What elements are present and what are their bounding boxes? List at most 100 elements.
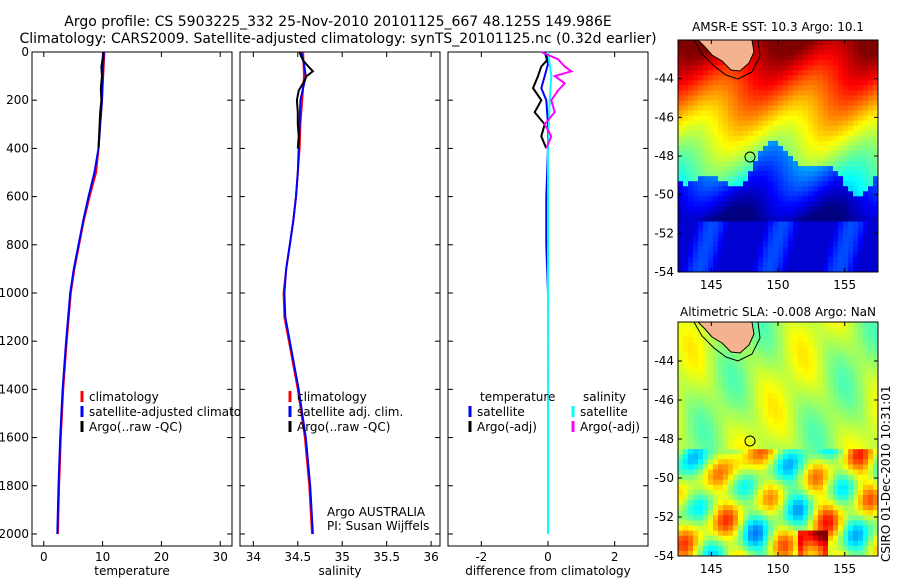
heatmap-cell: [703, 125, 709, 132]
heatmap-cell: [808, 413, 814, 420]
heatmap-cell: [858, 196, 864, 202]
heatmap-cell: [688, 125, 694, 132]
heatmap-cell: [798, 191, 804, 197]
heatmap-cell: [833, 70, 839, 76]
heatmap-cell: [683, 236, 689, 243]
heatmap-cell: [773, 489, 779, 496]
heatmap-cell: [843, 55, 849, 61]
heatmap-cell: [803, 150, 809, 157]
heatmap-cell: [863, 246, 869, 253]
heatmap-cell: [823, 545, 829, 552]
heatmap-cell: [753, 166, 759, 172]
heatmap-cell: [748, 454, 754, 460]
heatmap-cell: [808, 342, 814, 349]
heatmap-cell: [678, 515, 684, 521]
heatmap-cell: [803, 65, 809, 71]
heatmap-cell: [718, 166, 724, 172]
heatmap-cell: [803, 256, 809, 263]
heatmap-cell: [828, 55, 834, 61]
heatmap-cell: [858, 545, 864, 552]
heatmap-cell: [803, 266, 809, 272]
heatmap-cell: [688, 540, 694, 547]
heatmap-cell: [708, 75, 714, 81]
heatmap-cell: [743, 367, 749, 374]
heatmap-cell: [828, 221, 834, 228]
heatmap-cell: [863, 95, 869, 102]
heatmap-cell: [758, 347, 764, 354]
heatmap-cell: [848, 342, 854, 349]
heatmap-cell: [738, 70, 744, 76]
heatmap-cell: [693, 90, 699, 97]
heatmap-cell: [858, 342, 864, 349]
heatmap-cell: [783, 535, 789, 542]
heatmap-cell: [873, 236, 878, 243]
heatmap-cell: [743, 540, 749, 547]
heatmap-cell: [813, 357, 819, 364]
heatmap-cell: [828, 135, 834, 142]
heatmap-cell: [678, 550, 684, 556]
heatmap-cell: [778, 484, 784, 491]
heatmap-cell: [793, 140, 799, 147]
heatmap-cell: [868, 55, 874, 61]
heatmap-cell: [863, 186, 869, 192]
float-marker: [744, 435, 756, 447]
heatmap-cell: [803, 171, 809, 177]
heatmap-cell: [868, 342, 874, 349]
heatmap-cell: [713, 393, 719, 399]
heatmap-cell: [753, 383, 759, 389]
heatmap-cell: [778, 352, 784, 359]
heatmap-cell: [763, 241, 769, 248]
heatmap-cell: [678, 45, 684, 51]
heatmap-cell: [713, 231, 719, 238]
heatmap-cell: [728, 236, 734, 243]
heatmap-cell: [793, 362, 799, 369]
heatmap-cell: [718, 530, 724, 537]
heatmap-cell: [823, 181, 829, 187]
heatmap-cell: [718, 100, 724, 107]
heatmap-cell: [873, 266, 878, 272]
heatmap-cell: [743, 65, 749, 71]
heatmap-cell: [843, 454, 849, 460]
heatmap-cell: [723, 176, 729, 182]
heatmap-cell: [773, 161, 779, 167]
heatmap-cell: [828, 161, 834, 167]
heatmap-cell: [728, 449, 734, 455]
heatmap-cell: [828, 65, 834, 71]
heatmap-cell: [773, 100, 779, 107]
heatmap-cell: [763, 191, 769, 197]
heatmap-cell: [678, 393, 684, 399]
heatmap-cell: [823, 515, 829, 521]
heatmap-cell: [853, 489, 859, 496]
heatmap-cell: [753, 246, 759, 253]
heatmap-cell: [758, 388, 764, 394]
heatmap-cell: [818, 191, 824, 197]
heatmap-cell: [773, 45, 779, 51]
heatmap-cell: [688, 515, 694, 521]
heatmap-cell: [798, 484, 804, 491]
heatmap-cell: [683, 464, 689, 471]
heatmap-cell: [778, 226, 784, 233]
heatmap-cell: [803, 444, 809, 450]
heatmap-cell: [718, 266, 724, 272]
heatmap-cell: [803, 352, 809, 359]
heatmap-cell: [733, 464, 739, 471]
heatmap-cell: [803, 459, 809, 466]
heatmap-cell: [753, 120, 759, 127]
heatmap-cell: [823, 433, 829, 440]
heatmap-cell: [718, 60, 724, 66]
heatmap-cell: [768, 75, 774, 81]
heatmap-cell: [868, 90, 874, 97]
heatmap-cell: [793, 372, 799, 379]
heatmap-cell: [828, 337, 834, 343]
legend-label: satellite: [477, 405, 525, 419]
heatmap-cell: [848, 377, 854, 384]
heatmap-cell: [843, 500, 849, 506]
heatmap-cell: [703, 100, 709, 107]
heatmap-cell: [863, 383, 869, 389]
heatmap-cell: [678, 176, 684, 182]
heatmap-cell: [753, 322, 759, 328]
heatmap-cell: [723, 357, 729, 364]
sla-heatmap-field: [678, 322, 878, 556]
heatmap-cell: [713, 398, 719, 404]
heatmap-cell: [768, 140, 774, 147]
